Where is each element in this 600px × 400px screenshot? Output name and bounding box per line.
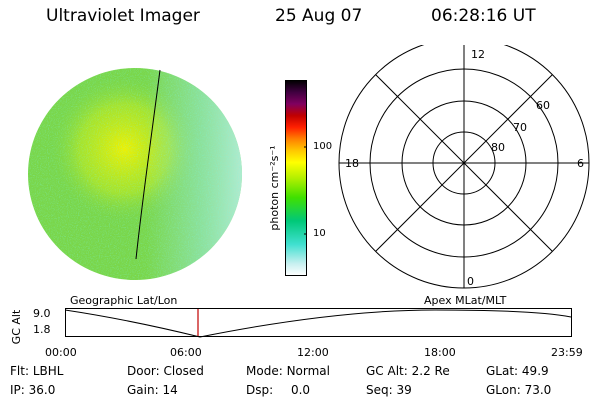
status-gain: Gain: 14 — [127, 383, 178, 397]
mlt-label-0: 0 — [467, 275, 474, 288]
status-flt-label: Flt: — [10, 364, 29, 378]
date-label: 25 Aug 07 — [275, 6, 363, 26]
polar-grid — [338, 45, 590, 289]
altitude-timeline-plot — [65, 308, 572, 338]
status-gain-value: 14 — [162, 383, 178, 397]
status-seq-label: Seq: — [366, 383, 393, 397]
altitude-curve — [65, 309, 572, 338]
status-seq-value: 39 — [396, 383, 412, 397]
timeline-left-label: Geographic Lat/Lon — [70, 294, 178, 307]
lat-label-70: 70 — [513, 121, 527, 134]
status-gc-alt-label: GC Alt: — [366, 364, 408, 378]
status-ip-value: 36.0 — [28, 383, 56, 397]
status-ip-label: IP: — [10, 383, 25, 397]
colorbar-tick-100: 100 — [313, 141, 333, 152]
status-glat-label: GLat: — [486, 364, 519, 378]
disk-speckle — [28, 68, 242, 280]
lat-label-80: 80 — [491, 141, 505, 154]
mlt-label-6: 6 — [577, 157, 584, 170]
timeline-x-tick-0600: 06:00 — [170, 346, 202, 359]
status-mode: Mode: Normal — [246, 364, 330, 378]
timeline-frame — [65, 308, 572, 337]
status-glon-value: 73.0 — [524, 383, 552, 397]
terminator-line — [135, 69, 161, 260]
lat-label-60: 60 — [536, 99, 550, 112]
status-door-value: Closed — [163, 364, 204, 378]
status-glat: GLat: 49.9 — [486, 364, 549, 378]
timeline-x-tick-1200: 12:00 — [297, 346, 329, 359]
status-dsp-label: Dsp: — [246, 383, 274, 397]
colorbar — [285, 80, 307, 276]
timeline-x-tick-2359: 23:59 — [551, 346, 583, 359]
status-glon-label: GLon: — [486, 383, 521, 397]
status-door: Door: Closed — [127, 364, 204, 378]
uv-image-disk — [28, 68, 242, 280]
time-label: 06:28:16 UT — [431, 6, 536, 26]
status-flt: Flt: LBHL — [10, 364, 63, 378]
status-glat-value: 49.9 — [521, 364, 549, 378]
status-mode-label: Mode: — [246, 364, 283, 378]
timeline-x-tick-1800: 18:00 — [424, 346, 456, 359]
timeline-y-axis-title: GC Alt — [10, 309, 23, 345]
status-gc-alt: GC Alt: 2.2 Re — [366, 364, 450, 378]
mlt-label-12: 12 — [471, 48, 485, 61]
status-flt-value: LBHL — [32, 364, 64, 378]
colorbar-unit-label: photon cm⁻²s⁻¹ — [268, 145, 281, 231]
mlt-line-diag-2 — [375, 74, 553, 252]
status-mode-value: Normal — [286, 364, 330, 378]
timeline-right-label: Apex MLat/MLT — [424, 294, 507, 307]
status-seq: Seq: 39 — [366, 383, 412, 397]
status-gain-label: Gain: — [127, 383, 159, 397]
timeline-y-tick-1: 1.8 — [33, 323, 51, 336]
status-glon: GLon: 73.0 — [486, 383, 551, 397]
timeline-x-tick-0000: 00:00 — [45, 346, 77, 359]
status-door-label: Door: — [127, 364, 160, 378]
timeline-y-tick-9: 9.0 — [33, 307, 51, 320]
status-gc-alt-value: 2.2 Re — [411, 364, 450, 378]
status-ip: IP: 36.0 — [10, 383, 55, 397]
status-dsp-value: 0.0 — [290, 383, 311, 397]
instrument-title: Ultraviolet Imager — [46, 6, 200, 26]
colorbar-tick-10: 10 — [313, 228, 326, 239]
status-dsp: Dsp: 0.0 — [246, 383, 310, 397]
mlt-label-18: 18 — [345, 157, 359, 170]
